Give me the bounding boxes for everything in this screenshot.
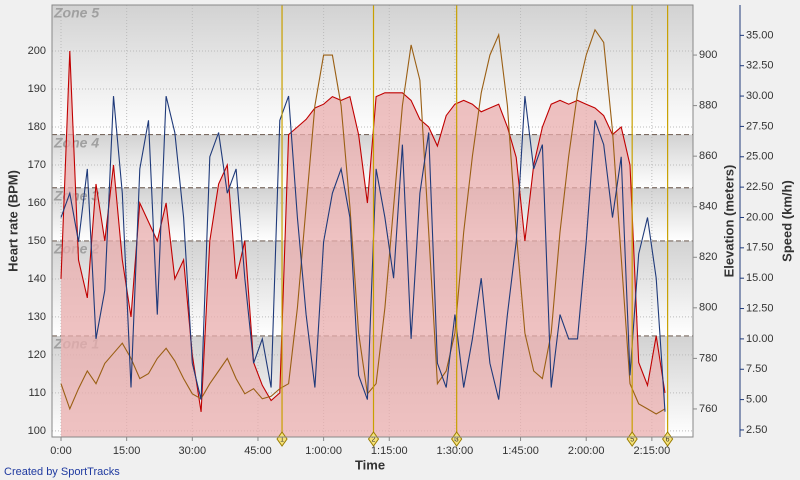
y-tick-label: 200 (28, 45, 46, 57)
y3-tick-label: 5.00 (746, 394, 767, 406)
x-tick-label: 1:00:00 (305, 445, 342, 457)
y2-tick-label: 880 (699, 100, 717, 112)
x-tick-label: 2:00:00 (568, 445, 605, 457)
y-tick-label: 110 (28, 387, 46, 399)
y3-tick-label: 22.50 (746, 181, 774, 193)
lap-label: 1 (280, 436, 284, 443)
y-tick-label: 120 (28, 349, 46, 361)
line (60, 95, 666, 412)
y-tick-label: 150 (28, 235, 46, 247)
y3-tick-label: 12.50 (746, 302, 774, 314)
y-tick-label: 160 (28, 197, 46, 209)
x-tick-label: 45:00 (244, 445, 272, 457)
lap-label: 3 (455, 436, 459, 443)
y3-tick-label: 35.00 (746, 29, 774, 41)
zone-label: Zone 4 (53, 134, 99, 150)
y3-tick-label: 10.00 (746, 333, 774, 345)
y3-tick-label: 25.00 (746, 151, 774, 163)
x-tick-label: 2:15:00 (634, 445, 671, 457)
y-tick-label: 140 (28, 273, 46, 285)
y-axis-title: Heart rate (BPM) (5, 170, 20, 272)
y2-tick-label: 860 (699, 150, 717, 162)
y3-tick-label: 20.00 (746, 211, 774, 223)
y3-tick-label: 7.50 (746, 363, 767, 375)
y2-tick-label: 780 (699, 352, 717, 364)
zone-label: Zone 5 (53, 5, 99, 21)
x-tick-label: 0:00 (50, 445, 71, 457)
y3-tick-label: 27.50 (746, 120, 774, 132)
line (60, 28, 666, 415)
y2-axis-title: Elevation (meters) (721, 165, 736, 278)
y2-tick-label: 800 (699, 302, 717, 314)
y-tick-label: 180 (28, 121, 46, 133)
y-tick-label: 130 (28, 311, 46, 323)
area (61, 51, 665, 437)
y3-tick-label: 32.50 (746, 60, 774, 72)
lap-label: 2 (372, 436, 376, 443)
y3-tick-label: 30.00 (746, 90, 774, 102)
x-tick-label: 15:00 (113, 445, 141, 457)
line (60, 50, 666, 412)
y2-tick-label: 840 (699, 201, 717, 213)
x-tick-label: 1:30:00 (437, 445, 474, 457)
y2-tick-label: 820 (699, 251, 717, 263)
y2-tick-label: 900 (699, 49, 717, 61)
lap-label: 6 (666, 436, 670, 443)
credit: Created by SportTracks (4, 466, 120, 478)
y-tick-label: 170 (28, 159, 46, 171)
plot-frame (51, 4, 694, 438)
y3-tick-label: 2.50 (746, 424, 767, 436)
x-tick-label: 30:00 (179, 445, 207, 457)
y-tick-label: 190 (28, 83, 46, 95)
y3-tick-label: 15.00 (746, 272, 774, 284)
y2-tick-label: 760 (699, 403, 717, 415)
y3-tick-label: 17.50 (746, 242, 774, 254)
y3-axis-title: Speed (km/h) (779, 180, 794, 262)
x-tick-label: 1:15:00 (371, 445, 408, 457)
x-tick-label: 1:45:00 (502, 445, 539, 457)
x-axis-title: Time (355, 457, 385, 472)
y-tick-label: 100 (28, 425, 46, 437)
lap-label: 5 (630, 436, 634, 443)
